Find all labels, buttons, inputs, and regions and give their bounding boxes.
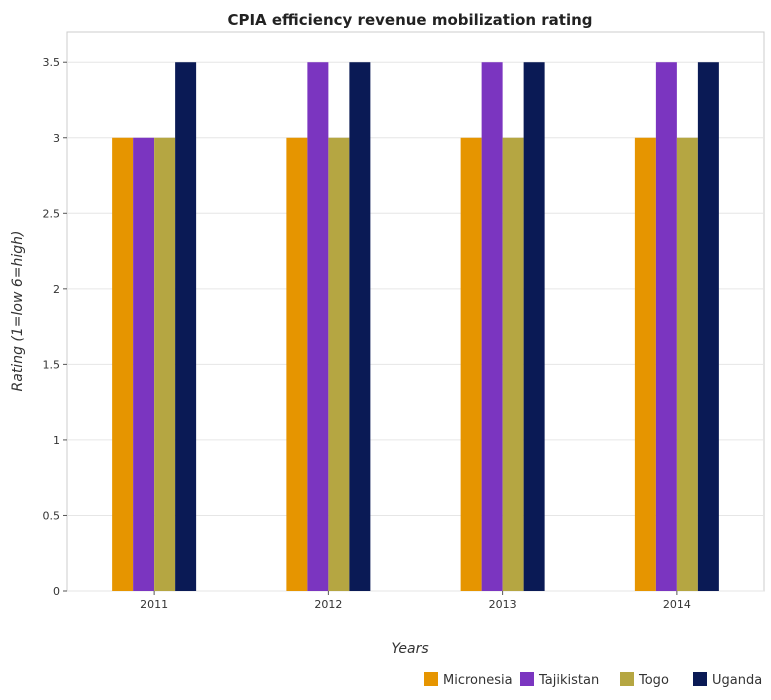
x-tick-label: 2013: [489, 598, 517, 611]
x-tick-label: 2012: [314, 598, 342, 611]
bar-togo-2012: [328, 137, 350, 591]
y-ticks: 0 0.5 1 1.5 2 2.5 3 3.5: [43, 56, 67, 598]
legend: Micronesia Tajikistan Togo Uganda: [424, 672, 762, 688]
bar-tajikistan-2011: [133, 137, 155, 591]
bar-tajikistan-2012: [307, 62, 329, 592]
legend-label-micronesia: Micronesia: [443, 673, 513, 688]
bar-togo-2013: [502, 137, 524, 591]
bar-togo-2011: [154, 137, 176, 591]
legend-swatch-micronesia: [424, 672, 438, 686]
bar-togo-2014: [676, 137, 698, 591]
bar-tajikistan-2014: [655, 62, 677, 592]
chart-title: CPIA efficiency revenue mobilization rat…: [227, 11, 592, 29]
y-tick-label: 0.5: [43, 509, 61, 522]
legend-label-tajikistan: Tajikistan: [538, 673, 599, 688]
bar-tajikistan-2013: [481, 62, 503, 592]
x-tick-label: 2011: [140, 598, 168, 611]
y-tick-label: 2.5: [43, 207, 61, 220]
bar-micronesia-2013: [460, 137, 482, 591]
legend-label-togo: Togo: [638, 673, 669, 688]
bars: [112, 62, 719, 592]
y-tick-label: 1.5: [43, 358, 61, 371]
bar-uganda-2013: [523, 62, 545, 592]
legend-swatch-uganda: [693, 672, 707, 686]
legend-label-uganda: Uganda: [712, 673, 762, 688]
y-tick-label: 3: [53, 132, 60, 145]
x-tick-label: 2014: [663, 598, 691, 611]
bar-uganda-2012: [349, 62, 371, 592]
legend-swatch-togo: [620, 672, 634, 686]
y-tick-label: 2: [53, 283, 60, 296]
bar-micronesia-2012: [286, 137, 308, 591]
y-tick-label: 1: [53, 434, 60, 447]
bar-uganda-2014: [697, 62, 719, 592]
bar-micronesia-2014: [634, 137, 656, 591]
x-axis-label: Years: [391, 641, 428, 657]
y-tick-label: 3.5: [43, 56, 61, 69]
bar-micronesia-2011: [112, 137, 134, 591]
y-axis-label: Rating (1=low 6=high): [10, 231, 26, 392]
x-ticks: 2011 2012 2013 2014: [140, 591, 691, 611]
y-tick-label: 0: [53, 585, 60, 598]
bar-uganda-2011: [175, 62, 197, 592]
legend-swatch-tajikistan: [520, 672, 534, 686]
